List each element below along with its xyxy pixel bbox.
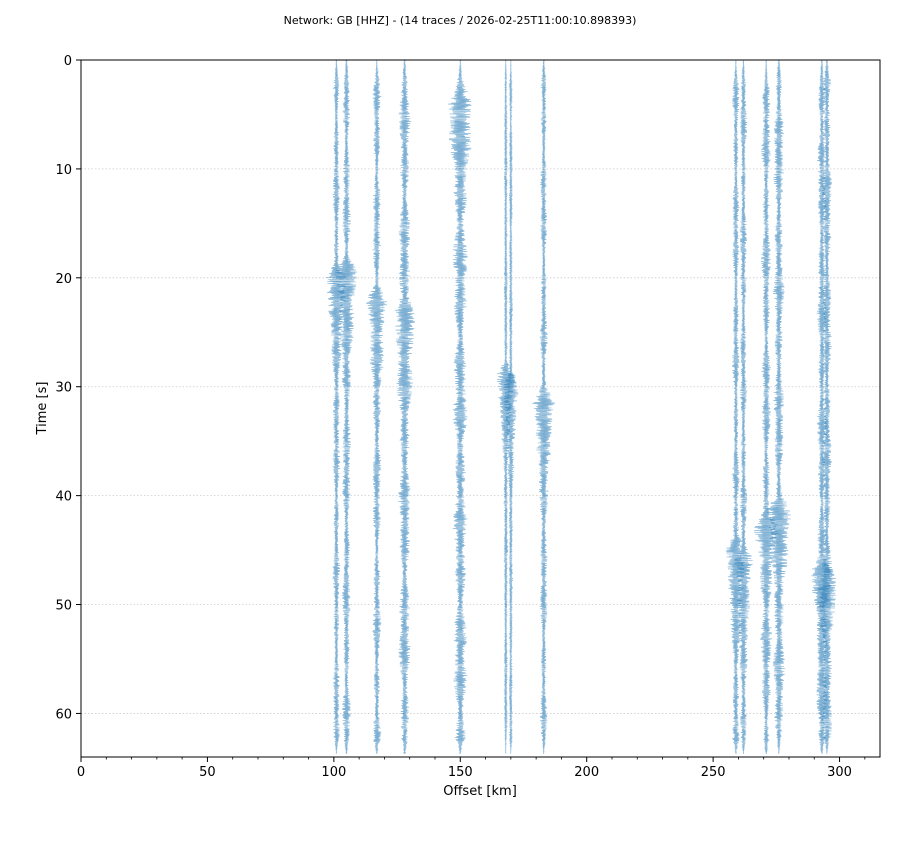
plot-frame: [80, 59, 881, 758]
seismic-trace: [725, 59, 745, 754]
x-axis: 0 50 100 150 200 250 300: [77, 757, 866, 780]
x-tick-label: 250: [701, 765, 726, 780]
x-tick-label: 150: [448, 765, 473, 780]
y-tick-label: 20: [55, 272, 72, 287]
y-tick-label: 30: [55, 381, 72, 396]
seismic-trace: [733, 59, 753, 754]
y-axis-label: Time [s]: [35, 382, 50, 436]
y-tick-label: 60: [55, 707, 72, 722]
seismic-trace: [325, 59, 347, 754]
y-tick-label: 0: [64, 54, 72, 69]
x-axis-label: Offset [km]: [443, 784, 517, 799]
seismic-trace: [395, 59, 415, 754]
plot-background: [81, 60, 880, 757]
seismic-trace: [335, 59, 358, 754]
grid-lines: [81, 168, 880, 714]
x-tick-label: 300: [827, 765, 852, 780]
x-tick-label: 100: [321, 765, 346, 780]
seismic-trace: [754, 59, 779, 754]
y-tick-label: 50: [55, 599, 72, 614]
seismic-trace: [366, 59, 388, 754]
seismic-trace: [503, 59, 519, 754]
x-tick-label: 0: [77, 765, 85, 780]
seismic-trace: [817, 59, 837, 754]
seismic-trace: [447, 59, 472, 754]
y-tick-label: 10: [55, 163, 72, 178]
seismic-trace: [811, 59, 834, 754]
traces: [325, 59, 837, 754]
x-tick-label: 50: [199, 765, 216, 780]
y-tick-label: 40: [55, 490, 72, 505]
seismic-trace: [767, 59, 791, 754]
chart-title: Network: GB [HHZ] - (14 traces / 2026-02…: [284, 14, 637, 27]
x-tick-label: 200: [574, 765, 599, 780]
y-axis: 0 10 20 30 40 50 60: [55, 54, 81, 722]
seismic-trace: [532, 59, 555, 754]
